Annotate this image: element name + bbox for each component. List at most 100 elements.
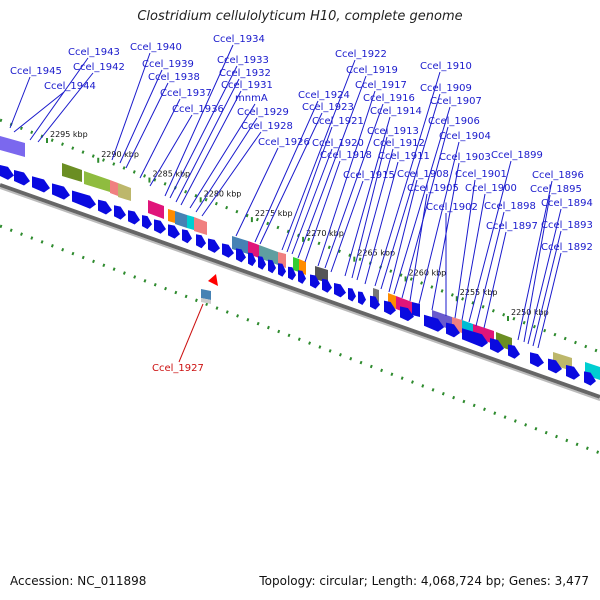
gene-label: Ccel_1940 (130, 42, 182, 53)
gene-arrow (128, 210, 140, 225)
gene-leader-line (111, 52, 151, 161)
gene-arrow (268, 259, 276, 274)
gene-leader-line (324, 103, 384, 269)
gene-label: Ccel_1928 (241, 121, 293, 132)
feature-box (293, 257, 299, 272)
gene-arrow (446, 322, 460, 338)
gene-arrows (0, 165, 596, 386)
highlight-feature-box (201, 298, 211, 304)
gene-arrow (400, 306, 414, 322)
gene-label: Ccel_1909 (420, 83, 472, 94)
gene-label: Ccel_1913 (367, 126, 419, 137)
scale-tick-label: 2275 kbp (255, 209, 293, 218)
gene-arrow (278, 263, 286, 277)
gene-arrow (508, 344, 520, 359)
gene-label: Ccel_1912 (373, 138, 425, 149)
gene-leader-line (388, 179, 418, 293)
gene-leader-line (125, 82, 169, 169)
feature-box (473, 324, 494, 344)
lower-dotted-track (0, 224, 600, 455)
feature-box (84, 171, 110, 192)
gene-leader-line (517, 180, 553, 341)
gene-leader-line (532, 230, 562, 347)
scale-tick-label: 2255 kbp (460, 288, 498, 297)
gene-leader-line (281, 59, 356, 251)
gene-label: Ccel_1923 (302, 102, 354, 113)
gene-leader-line (13, 91, 65, 133)
gene-arrow (182, 229, 192, 244)
gene-label: Ccel_1898 (484, 201, 536, 212)
gene-arrow (322, 278, 332, 293)
scale-tick-label: 2280 kbp (204, 189, 242, 198)
gene-label: Ccel_1918 (320, 150, 372, 161)
gene-label: Ccel_1933 (217, 55, 269, 66)
scale-tick-label: 2295 kbp (50, 130, 88, 139)
scale-tick-label: 2270 kbp (306, 229, 344, 238)
gene-leader-line (304, 160, 341, 263)
gene-arrow (168, 224, 180, 239)
gene-label: Ccel_1937 (160, 88, 212, 99)
gene-label: Ccel_1922 (335, 49, 387, 60)
gene-leader-line (523, 194, 551, 343)
highlight-label: Ccel_1927 (152, 363, 204, 374)
gene-arrow (72, 190, 96, 209)
gene-label: Ccel_1919 (346, 65, 398, 76)
gene-leader-line (527, 208, 562, 345)
gene-label: Ccel_1915 (343, 170, 395, 181)
gene-label: Ccel_1894 (541, 198, 593, 209)
gene-leader-line (201, 131, 262, 217)
gene-arrow (196, 234, 206, 249)
gene-arrow (222, 243, 234, 258)
gene-label: Ccel_1901 (455, 169, 507, 180)
gene-arrow (236, 248, 246, 263)
gene-leader-line (254, 100, 319, 243)
gene-label: Ccel_1910 (420, 61, 472, 72)
gene-label: Ccel_1907 (430, 96, 482, 107)
scale-ticks: 2295 kbp 2290 kbp 2285 kbp 2280 kbp 2275 kbp… (46, 130, 549, 321)
gene-label: mnmA (235, 93, 268, 104)
highlight-gene: Ccel_1927 (152, 274, 218, 374)
gene-leader-line (291, 148, 333, 255)
gene-leader-line (119, 69, 163, 164)
gene-leader-line (164, 44, 234, 197)
map-title: Clostridium cellulolyticum H10, complete… (137, 9, 463, 24)
gene-leader-line (297, 75, 367, 259)
gene-label: Ccel_1929 (237, 107, 289, 118)
feature-box (412, 302, 420, 317)
gene-arrow (52, 183, 70, 200)
highlight-arrow-icon (208, 274, 218, 286)
gene-arrow (348, 287, 356, 302)
gene-arrow (98, 199, 112, 215)
gene-arrow (530, 352, 544, 368)
gene-arrow (490, 338, 504, 353)
feature-box (118, 183, 131, 201)
gene-label: Ccel_1917 (355, 80, 407, 91)
gene-arrow (310, 274, 320, 289)
gene-leader-line (169, 65, 238, 199)
gene-leader-line (195, 117, 258, 213)
gene-arrow (114, 205, 126, 220)
gene-arrow (566, 364, 580, 380)
feature-box (148, 200, 164, 219)
gene-label: Ccel_1938 (148, 72, 200, 83)
feature-boxes (0, 136, 600, 380)
gene-leader-line (401, 126, 449, 299)
gene-leader-line (175, 78, 240, 203)
gene-arrow (288, 266, 296, 281)
scale-tick-label: 2285 kbp (152, 170, 190, 179)
gene-labels: Ccel_1945 Ccel_1944 Ccel_1943 Ccel_1942 Ccel… (9, 34, 593, 349)
gene-label: Ccel_1943 (68, 47, 120, 58)
feature-box (187, 215, 194, 230)
gene-leader-line (29, 57, 89, 141)
gene-label: Ccel_1916 (363, 93, 415, 104)
gene-leader-line (330, 180, 364, 273)
gene-label: Ccel_1897 (486, 221, 538, 232)
gene-label: Ccel_1908 (397, 169, 449, 180)
gene-label: Ccel_1936 (172, 104, 224, 115)
gene-leader-line (180, 90, 242, 206)
gene-arrow (358, 291, 366, 306)
gene-leader-line (418, 141, 460, 305)
gene-label: Ccel_1899 (491, 150, 543, 161)
gene-label: Ccel_1906 (428, 116, 480, 127)
